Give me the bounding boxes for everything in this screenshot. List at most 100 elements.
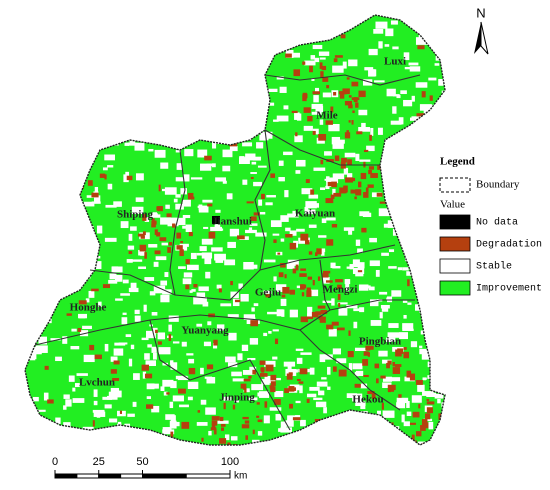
scale-segment <box>76 473 100 479</box>
stable-patch <box>353 321 358 329</box>
degradation-patch <box>155 329 158 334</box>
stable-patch <box>352 259 360 267</box>
stable-patch <box>358 127 371 132</box>
legend-label: Degradation <box>476 239 542 251</box>
stable-patch <box>187 396 193 401</box>
stable-patch <box>216 89 221 94</box>
stable-patch <box>209 79 221 82</box>
stable-patch <box>51 219 63 224</box>
stable-patch <box>55 356 62 362</box>
stable-patch <box>428 421 434 430</box>
stable-patch <box>83 201 95 207</box>
degradation-patch <box>426 398 430 402</box>
stable-patch <box>418 18 428 27</box>
stable-patch <box>217 420 229 424</box>
degradation-patch <box>339 91 345 99</box>
legend-label: No data <box>476 217 518 229</box>
stable-patch <box>392 106 397 114</box>
stable-patch <box>199 246 207 252</box>
stable-patch <box>38 181 45 189</box>
degradation-patch <box>312 130 316 135</box>
stable-patch <box>141 337 149 341</box>
stable-patch <box>164 187 177 195</box>
stable-patch <box>174 78 180 84</box>
stable-patch <box>275 284 287 292</box>
degradation-patch <box>144 373 153 379</box>
stable-patch <box>28 221 37 228</box>
stable-patch <box>174 106 186 112</box>
degradation-patch <box>260 367 265 372</box>
stable-patch <box>312 44 323 50</box>
stable-patch <box>414 169 423 176</box>
stable-patch <box>440 385 445 390</box>
stable-patch <box>359 211 370 217</box>
stable-patch <box>368 69 376 77</box>
stable-patch <box>315 401 327 408</box>
degradation-patch <box>244 420 250 424</box>
degradation-patch <box>296 378 301 382</box>
degradation-patch <box>334 155 340 161</box>
stable-patch <box>355 239 361 246</box>
stable-patch <box>284 190 289 198</box>
stable-patch <box>374 80 385 83</box>
stable-patch <box>64 68 71 74</box>
stable-patch <box>206 377 216 384</box>
stable-patch <box>247 357 256 361</box>
stable-patch <box>283 105 289 110</box>
degradation-patch <box>140 235 145 239</box>
stable-patch <box>67 157 76 161</box>
degradation-patch <box>422 443 429 445</box>
stable-patch <box>165 204 170 209</box>
stable-patch <box>160 280 168 286</box>
stable-patch <box>196 85 207 94</box>
stable-patch <box>182 199 191 207</box>
stable-patch <box>94 195 101 202</box>
degradation-patch <box>320 71 324 78</box>
stable-patch <box>153 383 159 389</box>
degradation-patch <box>338 369 347 377</box>
stable-patch <box>70 198 75 204</box>
degradation-patch <box>170 431 174 439</box>
stable-patch <box>159 33 165 41</box>
stable-patch <box>382 382 392 389</box>
stable-patch <box>139 26 146 33</box>
degradation-patch <box>119 75 125 80</box>
stable-patch <box>232 298 240 307</box>
stable-patch <box>155 123 163 130</box>
stable-patch <box>209 124 218 128</box>
stable-patch <box>406 411 412 417</box>
stable-patch <box>111 266 119 272</box>
stable-patch <box>381 307 389 312</box>
stable-patch <box>58 279 70 287</box>
stable-patch <box>325 217 336 221</box>
degradation-patch <box>418 404 421 409</box>
stable-patch <box>189 20 197 27</box>
stable-patch <box>37 208 44 216</box>
stable-patch <box>108 279 118 284</box>
degradation-patch <box>420 425 426 431</box>
stable-patch <box>285 420 294 427</box>
degradation-patch <box>348 330 351 336</box>
degradation-patch <box>211 416 220 421</box>
stable-patch <box>64 121 76 125</box>
degradation-patch <box>212 447 218 452</box>
degradation-patch <box>326 324 334 330</box>
boundary <box>169 149 186 296</box>
stable-patch <box>368 286 375 291</box>
degradation-patch <box>306 287 311 291</box>
stable-patch <box>247 86 258 92</box>
stable-patch <box>50 274 57 282</box>
stable-patch <box>63 422 71 427</box>
stable-patch <box>50 338 61 341</box>
stable-patch <box>360 403 366 410</box>
stable-patch <box>173 128 178 136</box>
degradation-patch <box>367 184 374 188</box>
legend-swatch <box>439 236 471 252</box>
stable-patch <box>352 363 363 370</box>
degradation-patch <box>208 231 216 239</box>
scale-tick-label: 100 <box>221 456 239 468</box>
degradation-patch <box>403 351 410 359</box>
stable-patch <box>134 63 139 70</box>
degradation-patch <box>232 404 236 410</box>
degradation-patch <box>351 81 359 87</box>
